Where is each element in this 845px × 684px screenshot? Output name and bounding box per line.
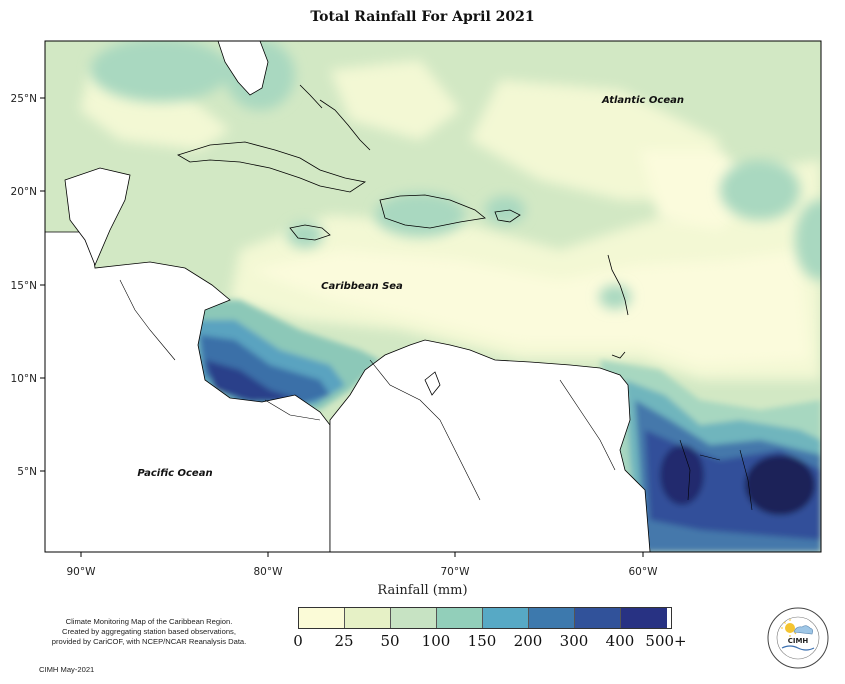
longitude-labels: 90°W 80°W 70°W 60°W <box>67 566 659 578</box>
moderate-rainfall-patches <box>90 41 821 309</box>
very-low-rainfall-areas <box>250 150 810 365</box>
island-outlines <box>177 84 629 396</box>
cloud-icon <box>793 625 813 635</box>
lon-label: 60°W <box>629 566 659 578</box>
atlantic-ocean-label: Atlantic Ocean <box>601 95 684 106</box>
credits-line: Climate Monitoring Map of the Caribbean … <box>65 617 233 626</box>
rainfall-field <box>45 41 821 552</box>
lat-label: 15°N <box>11 280 37 292</box>
legend-swatch <box>299 608 345 628</box>
lat-label: 20°N <box>11 186 37 198</box>
legend-swatch <box>621 608 667 628</box>
guianas-wet-zone <box>600 360 821 552</box>
legend-label: 400 <box>605 632 635 650</box>
axis-ticks <box>40 97 644 557</box>
axis-title: Rainfall (mm) <box>377 583 468 598</box>
central-america-wet-zone <box>190 300 437 410</box>
legend-label: 150 <box>467 632 497 650</box>
legend-label: 500+ <box>645 632 687 650</box>
legend-swatch <box>391 608 437 628</box>
lon-label: 80°W <box>254 566 284 578</box>
lat-label: 10°N <box>11 373 37 385</box>
logo-text: CIMH <box>788 637 809 645</box>
map-title: Total Rainfall For April 2021 <box>310 9 535 25</box>
legend-swatch <box>483 608 529 628</box>
pacific-ocean-label: Pacific Ocean <box>137 468 212 479</box>
legend-label: 200 <box>513 632 543 650</box>
credits-date: CIMH May-2021 <box>39 665 95 674</box>
credits-line: Created by aggregating station based obs… <box>62 627 236 636</box>
credits-block: Climate Monitoring Map of the Caribbean … <box>24 617 274 647</box>
legend-swatch <box>437 608 483 628</box>
legend-label: 300 <box>559 632 589 650</box>
rainfall-map: 25°N 20°N 15°N 10°N 5°N 90°W 80°W 70°W 6… <box>11 40 822 578</box>
legend-labels: 0 25 50 100 150 200 300 400 500+ <box>293 629 686 651</box>
legend-label: 50 <box>380 632 400 650</box>
legend-label: 25 <box>334 632 354 650</box>
legend-swatch <box>529 608 575 628</box>
lat-label: 5°N <box>17 466 37 478</box>
cimh-logo: CIMH <box>767 607 829 669</box>
legend-label: 100 <box>421 632 451 650</box>
map-frame <box>44 40 822 553</box>
country-borders <box>119 279 753 511</box>
latitude-labels: 25°N 20°N 15°N 10°N 5°N <box>11 93 37 478</box>
legend-swatch <box>575 608 621 628</box>
lat-label: 25°N <box>11 93 37 105</box>
sun-icon <box>785 623 795 633</box>
lon-label: 70°W <box>441 566 471 578</box>
credits-line: provided by CariCOF, with NCEP/NCAR Rean… <box>51 637 247 646</box>
land-mask <box>45 41 651 552</box>
color-legend: 0 25 50 100 150 200 300 400 500+ <box>293 607 687 651</box>
legend-label: 0 <box>293 632 303 650</box>
legend-swatches <box>298 607 672 629</box>
legend-swatch <box>345 608 391 628</box>
caribbean-sea-label: Caribbean Sea <box>321 281 403 292</box>
lon-label: 90°W <box>67 566 97 578</box>
